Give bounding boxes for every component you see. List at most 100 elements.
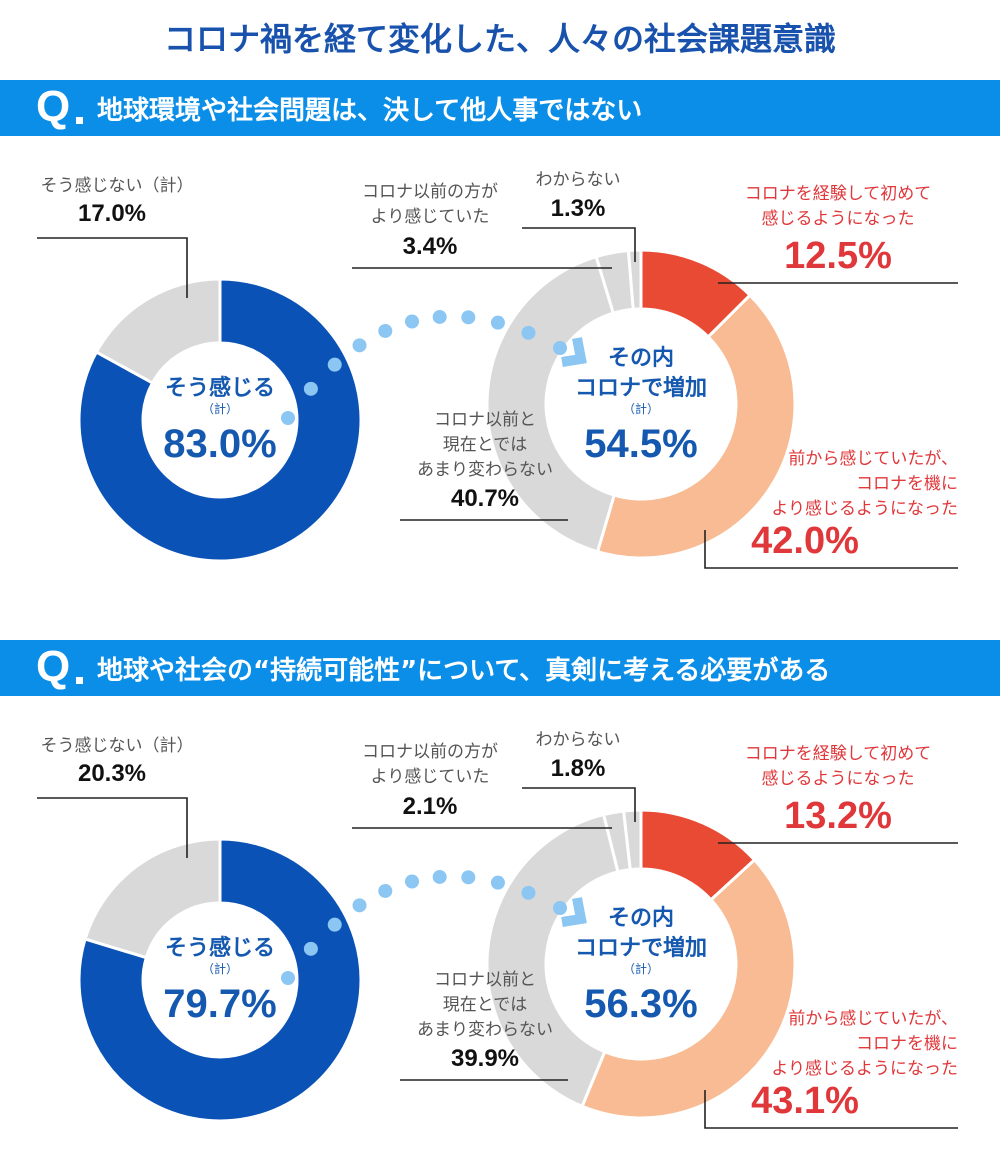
value-dont-know: 1.8% [550, 755, 606, 782]
left-donut-slice-0 [77, 837, 363, 1123]
right-center-value: 54.5% [584, 422, 698, 466]
donut-charts [37, 787, 958, 1129]
value-felt-more-before: 2.1% [402, 793, 458, 820]
connector-dot [432, 869, 447, 884]
label-dont-know: わからない [535, 730, 621, 750]
right-center-value: 56.3% [584, 982, 698, 1026]
label-first-felt-covid: 感じるようになった [761, 769, 915, 789]
question-marker: Q [36, 642, 71, 691]
left-donut-slice-0 [77, 277, 363, 563]
right-center-sub: （計） [622, 962, 659, 976]
leader-line [704, 1090, 958, 1129]
connector-dot [461, 870, 476, 885]
leader-line [704, 530, 958, 569]
label-felt-more-before: より感じていた [370, 207, 490, 227]
label-felt-more-covid: 前から感じていたが、 [788, 1009, 958, 1029]
connector-arrow-icon [561, 897, 587, 927]
label-first-felt-covid: 感じるようになった [761, 209, 915, 229]
label-felt-more-covid: より感じるようになった [771, 499, 958, 519]
leader-line [37, 797, 188, 858]
left-center-label: そう感じる [164, 376, 275, 401]
right-donut-slice-4 [626, 248, 643, 311]
value-felt-more-before: 3.4% [402, 233, 458, 260]
value-felt-more-covid: 43.1% [751, 1080, 859, 1122]
label-felt-more-before: コロナ以前の方が [362, 742, 498, 762]
leader-line [522, 787, 636, 822]
right-center-label-2: コロナで増加 [574, 376, 707, 401]
value-first-felt-covid: 12.5% [784, 235, 892, 277]
question-text: 地球や社会の“持続可能性”について、真剣に考える必要がある [97, 656, 831, 686]
label-felt-more-covid: コロナを機に [856, 474, 958, 494]
label-dont-know: わからない [535, 170, 621, 190]
right-center-label-1: その内 [607, 906, 674, 931]
value-first-felt-covid: 13.2% [784, 795, 892, 837]
left-center-label: そう感じる [164, 936, 275, 961]
question-dot [76, 677, 83, 684]
right-center-label-1: その内 [607, 346, 674, 371]
label-no-change: 現在とでは [442, 995, 528, 1015]
question-banner: Q 地球環境や社会問題は、決して他人事ではない [0, 80, 1000, 136]
left-center-sub: （計） [201, 402, 238, 416]
value-no-change: 39.9% [450, 1045, 520, 1072]
connector-dot [303, 381, 318, 396]
value-no-change: 40.7% [450, 485, 520, 512]
connector-dot [461, 310, 476, 325]
label-felt-more-covid: コロナを機に [856, 1034, 958, 1054]
right-donut-slice-2 [485, 254, 617, 554]
value-felt-more-covid: 42.0% [751, 520, 859, 562]
label-not-feel: そう感じない（計） [40, 736, 194, 756]
label-no-change: 現在とでは [442, 435, 528, 455]
connector-dot [378, 323, 393, 338]
connector-dot [521, 885, 536, 900]
value-dont-know: 1.3% [550, 195, 606, 222]
label-not-feel: そう感じない（計） [40, 176, 194, 196]
connector-dot [521, 325, 536, 340]
value-not-feel: 20.3% [77, 760, 147, 787]
label-felt-more-before: より感じていた [370, 767, 490, 787]
left-center-value: 83.0% [163, 422, 277, 466]
connector-dot [352, 898, 367, 913]
right-center-label-2: コロナで増加 [574, 936, 707, 961]
label-felt-more-before: コロナ以前の方が [362, 182, 498, 202]
question-banner: Q 地球や社会の“持続可能性”について、真剣に考える必要がある [0, 640, 1000, 696]
value-not-feel: 17.0% [77, 200, 147, 227]
left-center-value: 79.7% [163, 982, 277, 1026]
connector-dot [553, 901, 567, 915]
connector-dot [490, 875, 505, 890]
label-no-change: あまり変わらない [417, 460, 553, 480]
donut-charts [37, 227, 958, 569]
leader-line [37, 237, 188, 298]
connector-dot [405, 314, 419, 329]
label-no-change: コロナ以前と [434, 970, 536, 990]
right-donut-slice-2 [485, 812, 620, 1109]
right-center-sub: （計） [622, 402, 659, 416]
connector-dot [327, 357, 342, 372]
connector-dot [281, 411, 295, 425]
left-donut-slice-1 [94, 277, 222, 385]
connector-dot [327, 917, 342, 932]
connector-arrow-icon [561, 337, 587, 367]
question-text: 地球環境や社会問題は、決して他人事ではない [97, 96, 643, 126]
connector-dot [352, 338, 367, 353]
label-no-change: コロナ以前と [434, 410, 536, 430]
connector-dot [303, 941, 318, 956]
question-section: Q 地球環境や社会問題は、決して他人事ではないそう感じない（計） 17.0% そう感じ… [0, 80, 1000, 640]
right-donut-slice-1 [580, 857, 797, 1120]
question-marker: Q [36, 82, 71, 131]
leader-line [522, 227, 636, 262]
connector-dot [378, 883, 393, 898]
label-no-change: あまり変わらない [417, 1020, 553, 1040]
left-center-sub: （計） [201, 962, 238, 976]
question-dot [76, 117, 83, 124]
connector-dot [553, 341, 567, 355]
connector-dot [281, 971, 295, 985]
connector-dot [405, 874, 419, 889]
label-felt-more-covid: 前から感じていたが、 [788, 449, 958, 469]
left-donut-slice-1 [83, 837, 222, 960]
right-donut-slice-1 [595, 293, 797, 560]
connector-dot [432, 309, 447, 324]
connector-dot [490, 315, 505, 330]
question-section: Q 地球や社会の“持続可能性”について、真剣に考える必要があるそう感じない（計） 2… [0, 640, 1000, 1170]
label-felt-more-covid: より感じるようになった [771, 1059, 958, 1079]
